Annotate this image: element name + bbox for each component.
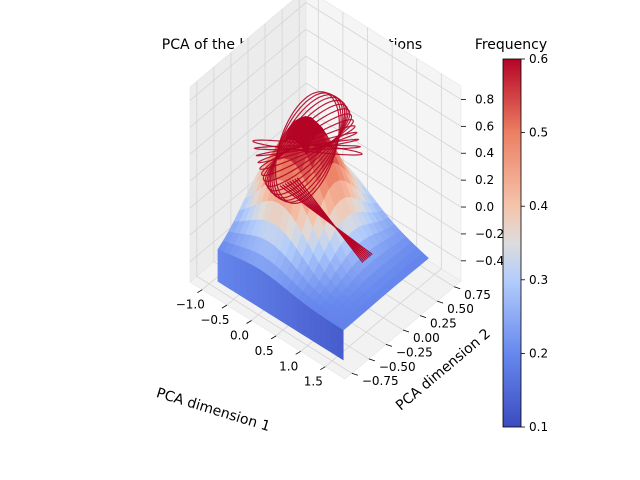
y-tick-mark <box>402 329 410 333</box>
surface-skirt <box>274 279 281 322</box>
grid-z-back <box>305 55 462 154</box>
grid-z-back <box>305 2 462 100</box>
z-tick-label: 0.4 <box>475 146 494 160</box>
colorbar-tick-label: 0.4 <box>529 199 548 213</box>
y-tick-label: 0.50 <box>447 302 474 316</box>
y-tick-mark <box>454 286 461 290</box>
surface-skirt <box>291 293 298 332</box>
grid-z-left <box>189 55 307 155</box>
x-tick-mark <box>320 366 326 371</box>
surface-skirt <box>217 248 224 286</box>
x-tick-label: 0.0 <box>230 328 249 342</box>
surface-skirt <box>337 326 344 361</box>
colorbar-label: Frequency <box>475 37 547 53</box>
y-tick-mark <box>436 300 444 304</box>
surface-skirt <box>297 298 304 336</box>
z-tick-label: 0.2 <box>475 173 494 187</box>
x-tick-label: 1.0 <box>279 359 298 373</box>
trajectory-line <box>262 113 353 182</box>
surface-skirt <box>257 267 264 311</box>
x-tick-mark <box>221 304 228 309</box>
grid-z-left <box>189 82 307 182</box>
grid-y-floor <box>196 275 353 374</box>
surface-skirt <box>320 315 327 350</box>
y-tick-mark <box>385 344 393 347</box>
z-tick-label: −0.4 <box>475 254 504 268</box>
z-tick-label: 0.0 <box>475 200 494 214</box>
x-tick-mark <box>197 289 203 294</box>
surface-skirt <box>246 261 253 304</box>
grid-z-left <box>189 2 307 101</box>
surface-skirt <box>268 275 276 318</box>
grid-z-back <box>305 82 462 181</box>
grid-z-left <box>189 109 307 209</box>
trajectory-line <box>296 177 364 263</box>
y-tick-label: 0.75 <box>464 288 491 302</box>
colorbar-tick-label: 0.1 <box>529 420 548 434</box>
surface-skirt <box>331 322 338 357</box>
surface-skirt <box>251 264 259 307</box>
surface-skirt <box>308 307 316 343</box>
trajectory-line <box>267 99 347 196</box>
tick-labels: −1.0−0.50.00.51.01.5 −0.75−0.50−0.250.000… <box>176 92 504 388</box>
z-tick-label: 0.6 <box>475 119 494 133</box>
trajectory-line <box>273 92 342 203</box>
y-tick-label: −0.50 <box>379 360 416 374</box>
x-tick-label: 0.5 <box>255 344 274 358</box>
x-tick-mark <box>270 335 277 340</box>
z-tick-label: −0.2 <box>475 227 504 241</box>
colorbar-tick-label: 0.3 <box>529 273 548 287</box>
y-tick-label: 0.00 <box>413 331 440 345</box>
x-tick-label: −0.5 <box>200 313 229 327</box>
y-tick-mark <box>419 315 427 318</box>
surface-skirt <box>314 311 321 347</box>
colorbar-gradient <box>502 58 522 428</box>
trajectory-line <box>257 131 358 164</box>
x-tick-mark <box>295 350 301 355</box>
surface-skirt <box>263 271 270 315</box>
surface-skirt <box>325 318 333 354</box>
colorbar-ticks: 0.1 0.2 0.3 0.4 0.5 0.6 <box>521 52 548 434</box>
activation-trajectories <box>252 91 373 263</box>
y-tick-label: −0.25 <box>396 345 433 359</box>
y-tick-mark <box>351 372 358 376</box>
x-tick-label: −1.0 <box>176 298 205 312</box>
trajectory-line <box>252 139 363 156</box>
y-tick-label: −0.75 <box>362 374 399 388</box>
surface-skirt <box>286 289 293 329</box>
surface-skirt <box>223 251 230 290</box>
z-tick-label: 0.8 <box>475 92 494 106</box>
x-tick-mark <box>246 320 252 324</box>
x-axis-label: PCA dimension 1 <box>154 385 272 435</box>
surface-skirt <box>280 284 287 325</box>
grid-z-left <box>189 29 307 128</box>
colorbar-tick-label: 0.2 <box>529 346 548 360</box>
surface-skirt <box>240 259 247 300</box>
surface-skirt <box>229 254 236 293</box>
surface-skirt <box>303 302 310 339</box>
trajectory-line <box>260 118 354 177</box>
axes-3d: −1.0−0.50.00.51.01.5 −0.75−0.50−0.250.000… <box>176 0 504 389</box>
y-tick-label: 0.25 <box>430 317 457 331</box>
x-tick-label: 1.5 <box>304 375 323 389</box>
grid-z-back <box>305 29 462 127</box>
colorbar: Frequency 0.1 0.2 0.3 0.4 0.5 0.6 <box>475 37 548 434</box>
surface-skirt <box>234 256 241 297</box>
colorbar-tick-label: 0.5 <box>529 126 548 140</box>
colorbar-tick-label: 0.6 <box>529 52 548 66</box>
y-tick-mark <box>368 358 376 362</box>
